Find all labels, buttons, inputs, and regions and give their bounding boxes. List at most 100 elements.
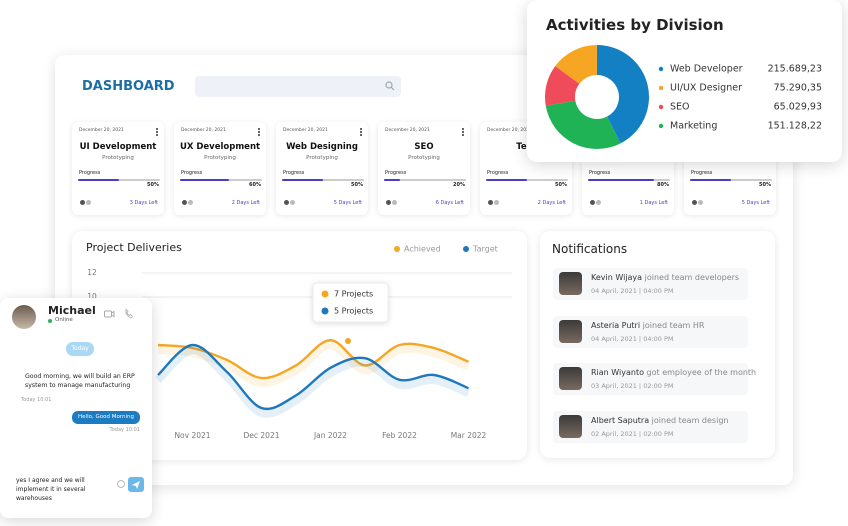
donut-slice: [545, 100, 621, 149]
card-title: Test: [516, 142, 536, 152]
notifications-title: Notifications: [552, 242, 628, 256]
notification-time: 04 April, 2021 | 04:00 PM: [591, 287, 674, 295]
progress-track: [690, 179, 772, 181]
legend-dot: [658, 104, 664, 110]
notification-action: joined team developers: [644, 273, 740, 282]
notification-name: Rian Wiyanto: [591, 368, 644, 377]
division-donut: Web Developer 215.689,23 UI/UX Designer 75.…: [545, 45, 822, 149]
avatar: [595, 199, 602, 206]
emoji-button[interactable]: [117, 480, 125, 488]
notification-action: joined team design: [651, 416, 729, 425]
project-card: December 20, 2021 SEO Prototyping Progress 2…: [378, 122, 470, 215]
card-subtitle: Prototyping: [204, 155, 236, 161]
days-left: 2 Days Left: [537, 200, 566, 206]
search-icon: [385, 81, 395, 91]
card-title: UX Development: [179, 142, 261, 152]
send-icon: [132, 481, 140, 489]
menu-dot: [461, 128, 464, 130]
progress-label: Progress: [487, 170, 509, 176]
call-icons[interactable]: [104, 308, 138, 319]
avatar: [289, 199, 296, 206]
donut-slice: [555, 45, 597, 84]
progress-track: [282, 179, 364, 181]
tooltip-dot: [321, 290, 329, 298]
menu-dot: [155, 134, 158, 136]
avatar: [187, 199, 194, 206]
online-dot: [48, 319, 52, 323]
menu-dot: [461, 134, 464, 136]
card-menu[interactable]: [257, 128, 260, 137]
progress-percent: 80%: [657, 182, 669, 188]
send-button[interactable]: [128, 477, 144, 492]
legend-dot: [658, 85, 664, 91]
legend-label: Marketing: [670, 121, 717, 132]
notification-item[interactable]: Rian Wiyanto got employee of the month 03…: [553, 363, 756, 395]
progress-track: [180, 179, 262, 181]
x-tick-label: Feb 2022: [382, 431, 417, 440]
progress-track: [78, 179, 160, 181]
notification-action: joined team HR: [642, 321, 705, 330]
x-tick-label: Mar 2022: [451, 431, 487, 440]
donut-slice: [596, 45, 649, 144]
series-line: [157, 343, 469, 411]
notification-time: 02 April, 2021 | 02:00 PM: [591, 430, 674, 438]
legend-dot: [658, 123, 664, 129]
notification-name: Asteria Putri: [591, 321, 641, 330]
message-time: Today 10:01: [21, 397, 52, 403]
card-menu[interactable]: [359, 128, 362, 137]
notification-name: Kevin Wijaya: [591, 273, 643, 282]
x-tick-label: Nov 2021: [174, 431, 210, 440]
message-time: Today 10:01: [109, 427, 140, 433]
avatar: [697, 199, 704, 206]
y-tick-label: 10: [87, 292, 97, 301]
progress-track: [486, 179, 568, 181]
tooltip-text: 5 Projects: [334, 307, 373, 316]
avatar: [85, 199, 92, 206]
days-left: 3 Days Left: [129, 200, 158, 206]
chat-input: yes I agree and we will implement it in …: [16, 477, 86, 502]
card-menu[interactable]: [461, 128, 464, 137]
menu-dot: [461, 131, 464, 133]
days-left: 1 Days Left: [639, 200, 668, 206]
notification-item[interactable]: Asteria Putri joined team HR 04 April, 20…: [553, 316, 748, 348]
card-menu[interactable]: [155, 128, 158, 137]
x-tick-label: Dec 2021: [244, 431, 280, 440]
project-card: December 20, 2021 UX Development Prototypi…: [174, 122, 266, 215]
legend-label: Web Developer: [670, 64, 743, 75]
notification-text: Kevin Wijaya joined team developers: [591, 273, 739, 282]
progress-percent: 60%: [249, 182, 261, 188]
card-date: December 20, 2021: [79, 128, 124, 133]
legend-value: 151.128,22: [768, 121, 822, 132]
legend-label: Achieved: [404, 245, 441, 254]
notification-avatar: [559, 320, 582, 343]
progress-label: Progress: [385, 170, 407, 176]
line-shadow: [155, 346, 471, 418]
chart-title: Project Deliveries: [86, 241, 182, 254]
legend-value: 65.029,93: [774, 102, 822, 113]
avatar: [391, 199, 398, 206]
notification-item[interactable]: Albert Saputra joined team design 02 Apri…: [553, 411, 748, 443]
y-tick-label: 12: [87, 268, 97, 277]
message-out: Hello, Good Morning: [72, 411, 140, 424]
legend-label: UI/UX Designer: [670, 83, 742, 94]
notification-item[interactable]: Kevin Wijaya joined team developers 04 Ap…: [553, 268, 748, 300]
progress-track: [588, 179, 670, 181]
progress-fill: [486, 179, 527, 181]
card-date: December 20, 2021: [487, 128, 532, 133]
progress-fill: [78, 179, 119, 181]
hover-dot: [345, 338, 351, 344]
search-bar[interactable]: [195, 76, 401, 97]
notification-text: Asteria Putri joined team HR: [591, 321, 704, 330]
progress-percent: 50%: [555, 182, 567, 188]
tooltip-dot: [321, 307, 329, 315]
legend-dot: [394, 246, 400, 252]
day-pill: Today: [66, 342, 94, 356]
progress-label: Progress: [283, 170, 305, 176]
days-left: 5 Days Left: [333, 200, 362, 206]
progress-label: Progress: [181, 170, 203, 176]
notification-time: 04 April, 2021 | 04:00 PM: [591, 335, 674, 343]
card-title: SEO: [414, 142, 434, 152]
line-shadow: [157, 341, 471, 388]
menu-dot: [155, 131, 158, 133]
